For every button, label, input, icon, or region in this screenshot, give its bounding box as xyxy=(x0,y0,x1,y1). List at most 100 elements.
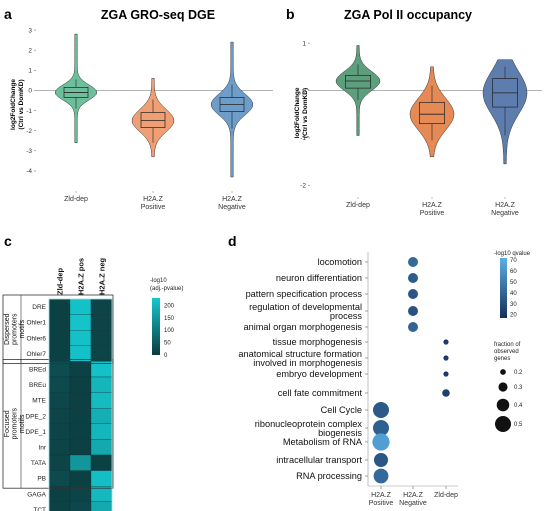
row-group-label-line: motifs xyxy=(19,319,26,338)
heatmap-cell xyxy=(48,423,71,440)
x-category-label-1: H2A.Z Positive xyxy=(141,196,166,211)
go-term-label-line: anatomical structure formation xyxy=(238,349,362,359)
dot-point-8 xyxy=(442,389,450,397)
x-column-label-line: H2A.Z xyxy=(371,492,392,499)
y-tick-label: -4 xyxy=(26,168,32,175)
go-term-label-line: animal organ morphogenesis xyxy=(244,322,363,332)
dot-point-4 xyxy=(408,322,418,332)
heatmap-row-label-6: MTE xyxy=(32,398,46,405)
heatmap-row-label-4: BREd xyxy=(29,367,46,374)
size-legend-label-1: 0.3 xyxy=(514,385,523,391)
dot-point-6 xyxy=(443,355,449,361)
x-category-label-line: Positive xyxy=(420,210,445,217)
heatmap-row-label-10: TATA xyxy=(31,460,47,467)
heatmap-cell xyxy=(48,314,71,331)
dot-point-12 xyxy=(374,453,388,467)
heatmap-cell xyxy=(90,376,113,393)
y-axis-label-line: log2FoldChange xyxy=(294,87,301,138)
x-category-label-line: Zld-dep xyxy=(64,196,88,203)
y-tick-label: 1 xyxy=(28,68,32,75)
heatmap-legend-tick: 200 xyxy=(164,303,175,309)
size-legend-title-line: observed xyxy=(494,349,519,355)
row-group-label-line: Focused xyxy=(4,410,11,437)
heatmap-cell xyxy=(48,298,71,315)
y-tick-label: -1 xyxy=(300,135,306,142)
violin-chart-b: log2FoldChange(Ctrl vs DomKD) 1 0 -1 -2 Zld-d… xyxy=(294,40,542,217)
heatmap-cell xyxy=(90,501,113,511)
go-dot-plot: locomotion neuron differentiation pattern … xyxy=(238,251,530,507)
y-axis-label: log2FoldChange(Ctrl vs DomKD) xyxy=(10,79,25,130)
heatmap-cell xyxy=(69,330,92,346)
x-category-label-1: H2A.Z Positive xyxy=(420,202,445,217)
heatmap-legend-tick: 50 xyxy=(164,341,171,347)
go-term-label-13: RNA processing xyxy=(296,471,362,481)
x-category-label-line: Negative xyxy=(218,204,246,211)
x-category-label-2: H2A.Z Negative xyxy=(491,202,519,217)
heatmap-row-label-3: Ohler7 xyxy=(26,351,46,358)
go-term-label-line: embryo development xyxy=(276,369,362,379)
go-term-label-0: locomotion xyxy=(318,257,362,267)
heatmap-column-label-0: Zld-dep xyxy=(56,268,65,295)
heatmap-cell xyxy=(69,314,92,331)
go-term-label-line: RNA processing xyxy=(296,471,362,481)
go-term-label-line: involved in morphogenesis xyxy=(253,358,362,368)
go-term-label-line: cell fate commitment xyxy=(278,388,363,398)
size-legend-label-2: 0.4 xyxy=(514,403,523,409)
y-tick-label: 3 xyxy=(28,27,32,34)
go-term-label-12: intracellular transport xyxy=(276,455,362,465)
go-term-label-7: embryo development xyxy=(276,369,362,379)
x-category-label-2: H2A.Z Negative xyxy=(218,196,246,211)
size-legend-title: fraction of observed genes xyxy=(494,342,521,362)
dot-point-3 xyxy=(408,306,418,316)
qvalue-legend-tick: 70 xyxy=(510,258,517,264)
heatmap-row-label-2: Ohler6 xyxy=(26,335,46,342)
boxplot-box-0 xyxy=(345,74,371,89)
go-term-label-line: ribonucleoprotein complex xyxy=(255,419,363,429)
heatmap-cell xyxy=(48,501,71,511)
qvalue-legend-tick: 20 xyxy=(510,313,517,319)
go-term-label-5: tissue morphogenesis xyxy=(273,337,363,347)
qvalue-legend-tick: 50 xyxy=(510,280,517,286)
go-term-label-line: tissue morphogenesis xyxy=(273,337,363,347)
heatmap-legend-bar xyxy=(152,298,160,355)
y-tick-label: 0 xyxy=(302,88,306,95)
heatmap-cell xyxy=(90,314,113,331)
row-group-label-line: Dispersed xyxy=(4,313,11,345)
qvalue-legend-tick: 40 xyxy=(510,291,517,297)
heatmap-row-label-5: BREu xyxy=(29,382,46,389)
y-axis-label: log2FoldChange(Ctrl vs DomKD) xyxy=(294,87,309,138)
go-term-label-line: locomotion xyxy=(318,257,362,267)
y-tick-label: -3 xyxy=(26,148,32,155)
heatmap-cell xyxy=(69,439,92,456)
row-group-box-1 xyxy=(2,358,114,489)
y-tick-label: -2 xyxy=(300,183,306,190)
heatmap-cell xyxy=(90,392,113,409)
heatmap-cell xyxy=(69,408,92,424)
qvalue-legend-bar xyxy=(500,258,507,318)
heatmap-cell xyxy=(48,408,71,424)
y-tick-label: 2 xyxy=(28,47,32,54)
x-category-label-0: Zld-dep xyxy=(64,196,88,203)
dot-point-7 xyxy=(443,371,449,377)
x-column-label-line: Negative xyxy=(399,500,427,507)
x-column-label-2: Zld-dep xyxy=(434,492,458,499)
heatmap-legend-title: -log10 (adj.-pvalue) xyxy=(150,278,183,292)
heatmap-row-label-7: DPE_2 xyxy=(25,413,46,420)
qvalue-legend-tick: 30 xyxy=(510,302,517,308)
heatmap-column-label-1: H2A.Z pos xyxy=(77,258,86,295)
dot-point-0 xyxy=(408,257,418,267)
dot-point-5 xyxy=(443,339,449,345)
go-term-label-line: Cell Cycle xyxy=(321,405,362,415)
heatmap-legend-tick: 150 xyxy=(164,316,175,322)
heatmap-cell xyxy=(48,470,71,487)
heatmap-outline xyxy=(48,298,113,511)
heatmap-cell xyxy=(90,330,113,346)
dot-point-10 xyxy=(373,420,389,436)
y-axis-label-line: (Ctrl vs DomKD) xyxy=(302,88,309,138)
y-tick-label: -1 xyxy=(26,108,32,115)
size-legend-dot-0 xyxy=(500,369,506,375)
go-term-label-6: anatomical structure formation involved i… xyxy=(238,349,362,368)
x-category-label-0: Zld-dep xyxy=(346,202,370,209)
go-term-label-4: animal organ morphogenesis xyxy=(244,322,363,332)
go-term-label-line: regulation of developmental xyxy=(249,302,362,312)
